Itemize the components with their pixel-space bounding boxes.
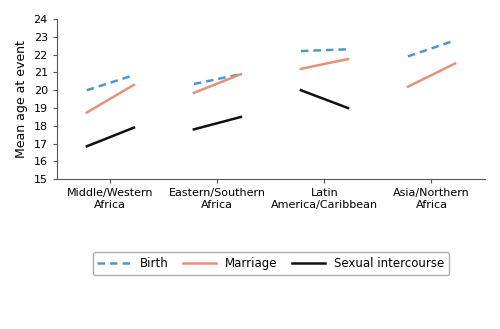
Legend: Birth, Marriage, Sexual intercourse: Birth, Marriage, Sexual intercourse: [92, 252, 450, 275]
Y-axis label: Mean age at event: Mean age at event: [15, 40, 28, 158]
